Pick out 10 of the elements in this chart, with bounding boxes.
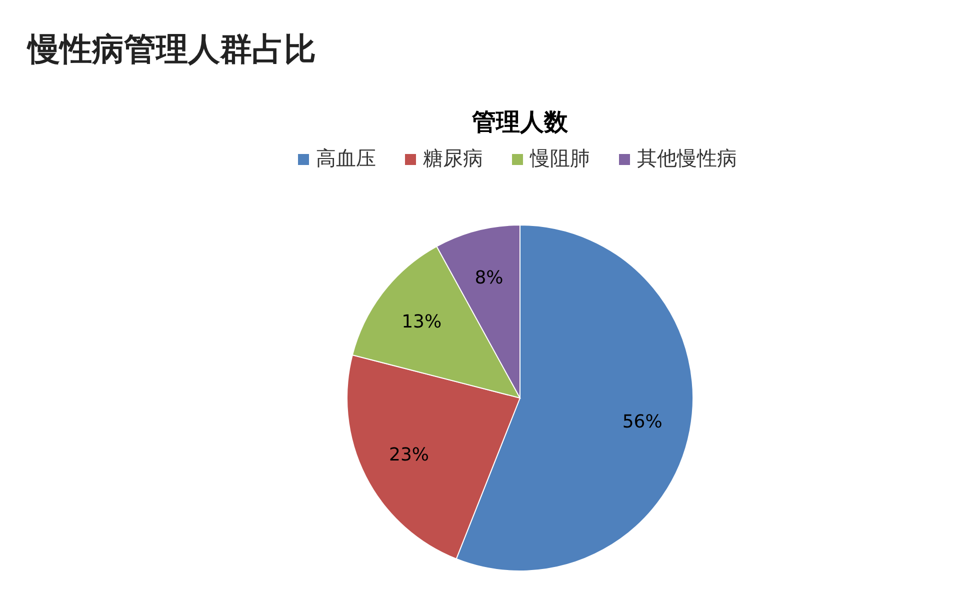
legend-label: 糖尿病 bbox=[423, 146, 483, 170]
legend-label: 其他慢性病 bbox=[637, 146, 737, 170]
data-label: 8% bbox=[474, 267, 504, 288]
data-label: 13% bbox=[402, 312, 442, 333]
data-label: 23% bbox=[389, 444, 430, 466]
chart-subtitle: 管理人数 bbox=[471, 108, 569, 136]
legend-label: 高血压 bbox=[316, 146, 376, 170]
chart-title: 慢性病管理人群占比 bbox=[26, 30, 316, 68]
legend-label: 慢阻肺 bbox=[529, 146, 590, 170]
data-label: 56% bbox=[622, 411, 662, 432]
